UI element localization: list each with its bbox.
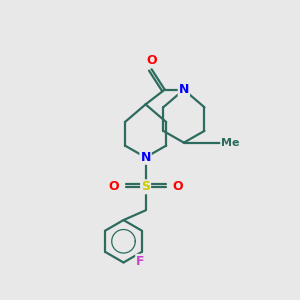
Text: S: S [141,180,150,193]
Text: Me: Me [221,138,240,148]
Text: O: O [146,54,157,67]
Text: O: O [172,180,183,193]
Text: F: F [136,255,145,268]
Text: O: O [109,180,119,193]
Text: N: N [140,151,151,164]
Text: N: N [179,83,189,96]
